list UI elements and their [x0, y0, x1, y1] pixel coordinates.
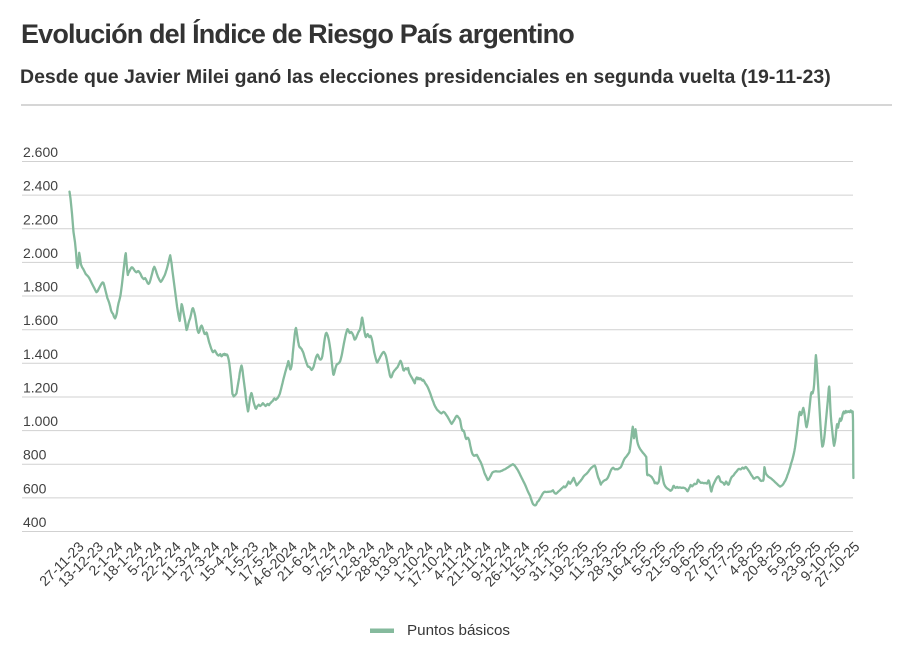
svg-text:1.600: 1.600 [23, 312, 58, 328]
svg-text:400: 400 [23, 514, 47, 530]
svg-text:1.000: 1.000 [23, 413, 58, 429]
svg-text:600: 600 [23, 480, 47, 496]
svg-text:1.400: 1.400 [23, 346, 58, 362]
svg-text:2.200: 2.200 [23, 211, 58, 227]
svg-text:Puntos básicos: Puntos básicos [407, 622, 510, 639]
svg-text:1.200: 1.200 [23, 380, 58, 396]
svg-text:2.600: 2.600 [23, 144, 58, 160]
svg-text:800: 800 [23, 447, 47, 463]
svg-text:2.400: 2.400 [23, 178, 58, 194]
svg-text:1.800: 1.800 [23, 279, 58, 295]
svg-text:2.000: 2.000 [23, 245, 58, 261]
